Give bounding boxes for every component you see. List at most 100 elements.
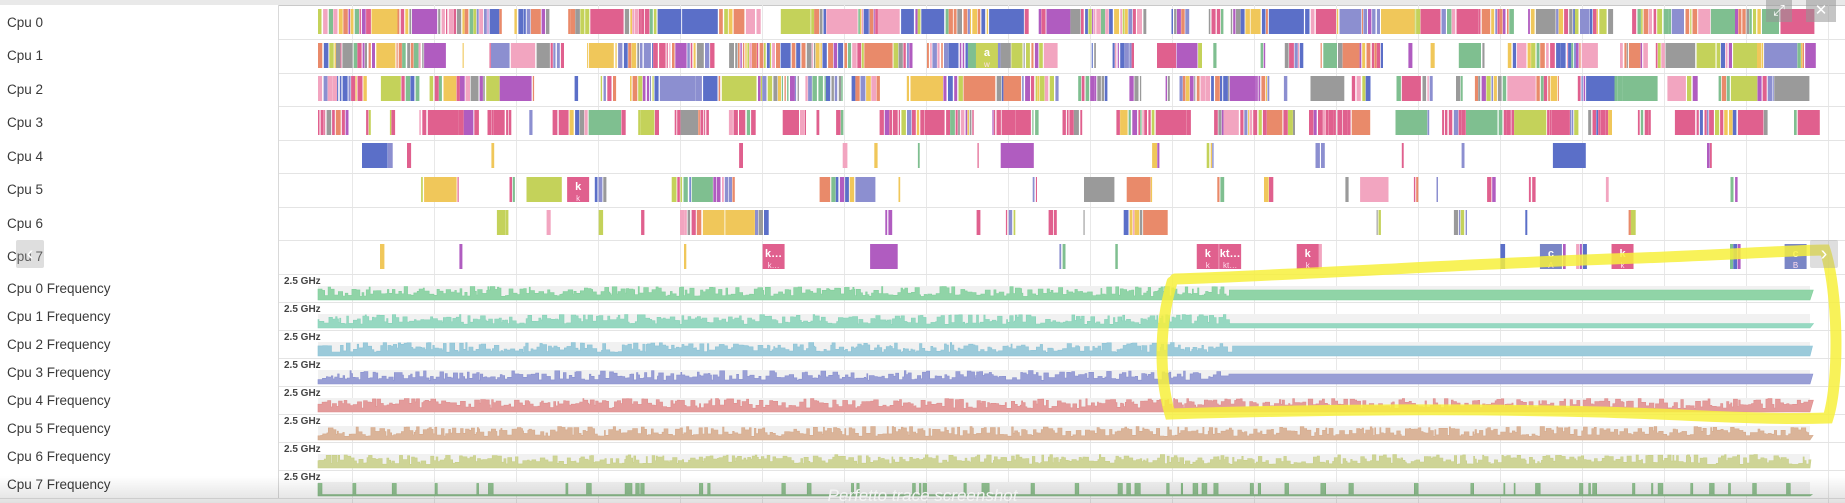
cpu-slice	[1069, 109, 1074, 135]
cpu-slice	[704, 109, 706, 135]
track-label[interactable]: Cpu 1 Frequency	[0, 302, 279, 330]
track-canvas[interactable]: 2.5 GHz	[280, 470, 1845, 498]
cpu-slice	[1120, 42, 1125, 68]
track-label[interactable]: Cpu 0	[0, 5, 279, 39]
cpu-slice	[851, 76, 856, 101]
freq-max-label: 2.5 GHz	[284, 304, 321, 315]
freq-track-7[interactable]: Cpu 7 Frequency 2.5 GHz	[0, 470, 1845, 499]
cpu-slice	[652, 76, 654, 101]
track-canvas[interactable]: 2.5 GHz	[280, 302, 1845, 330]
pan-left-button[interactable]: ‹	[16, 240, 44, 268]
cpu-slice	[764, 210, 769, 235]
track-canvas[interactable]: 2.5 GHz	[280, 414, 1845, 442]
cpu-slice	[1696, 42, 1716, 68]
track-label[interactable]: Cpu 6 Frequency	[0, 442, 279, 470]
freq-area[interactable]	[280, 470, 1845, 498]
cpu-slice	[1288, 109, 1293, 135]
track-label[interactable]: Cpu 1	[0, 38, 279, 73]
cpu-slice	[1310, 76, 1345, 101]
cpu-slices[interactable]	[280, 106, 1845, 140]
cpu-slice	[1342, 42, 1360, 68]
track-canvas[interactable]	[280, 106, 1845, 140]
cpu-slices[interactable]	[280, 206, 1845, 240]
track-canvas[interactable]: 2.5 GHz	[280, 274, 1845, 302]
track-canvas[interactable]	[280, 139, 1845, 173]
freq-track-2[interactable]: Cpu 2 Frequency 2.5 GHz	[0, 330, 1845, 359]
track-label[interactable]: Cpu 0 Frequency	[0, 274, 279, 302]
cpu-slice	[1120, 109, 1128, 135]
track-label[interactable]: Cpu 4	[0, 139, 279, 173]
track-label[interactable]: Cpu 3 Frequency	[0, 358, 279, 386]
cpu-track-2[interactable]: Cpu 2	[0, 72, 1845, 107]
cpu-slice	[1628, 42, 1641, 68]
cpu-track-0[interactable]: Cpu 0	[0, 5, 1845, 40]
cpu-slices[interactable]	[280, 72, 1845, 106]
cpu-slices[interactable]	[280, 139, 1845, 173]
cpu-slice	[1258, 109, 1262, 135]
cpu-slice	[401, 76, 405, 101]
track-label[interactable]: Cpu 2	[0, 72, 279, 106]
gridline	[1090, 0, 1091, 503]
cpu-track-6[interactable]: Cpu 6	[0, 206, 1845, 241]
freq-track-3[interactable]: Cpu 3 Frequency 2.5 GHz	[0, 358, 1845, 387]
cpu-slice	[649, 9, 653, 34]
freq-track-6[interactable]: Cpu 6 Frequency 2.5 GHz	[0, 442, 1845, 471]
cpu-slice	[323, 42, 329, 68]
freq-area[interactable]	[280, 442, 1845, 470]
cpu-slice	[758, 76, 761, 101]
expand-icon[interactable]: ⤢	[1766, 0, 1792, 22]
pan-right-button[interactable]: ›	[1810, 240, 1838, 268]
track-canvas[interactable]	[280, 5, 1845, 39]
track-label[interactable]: Cpu 4 Frequency	[0, 386, 279, 414]
freq-area[interactable]	[280, 330, 1845, 358]
cpu-track-3[interactable]: Cpu 3	[0, 105, 1845, 141]
freq-track-0[interactable]: Cpu 0 Frequency 2.5 GHz	[0, 274, 1845, 303]
freq-area[interactable]	[280, 302, 1845, 330]
track-canvas[interactable]: 2.5 GHz	[280, 330, 1845, 358]
cpu-slice	[705, 42, 710, 68]
cpu-track-4[interactable]: Cpu 4	[0, 139, 1845, 174]
cpu-slices[interactable]: kk	[280, 173, 1845, 207]
track-canvas[interactable]	[280, 206, 1845, 240]
cpu-slice	[342, 76, 348, 101]
track-canvas[interactable]: 2.5 GHz	[280, 442, 1845, 470]
track-canvas[interactable]	[280, 72, 1845, 106]
cpu-slice	[1138, 109, 1140, 135]
cpu-slices[interactable]	[280, 5, 1845, 39]
track-canvas[interactable]: 2.5 GHz	[280, 358, 1845, 386]
cpu-slice	[1062, 243, 1066, 269]
track-label[interactable]: Cpu 2 Frequency	[0, 330, 279, 358]
freq-area[interactable]	[280, 274, 1845, 302]
freq-track-1[interactable]: Cpu 1 Frequency 2.5 GHz	[0, 302, 1845, 331]
freq-track-5[interactable]: Cpu 5 Frequency 2.5 GHz	[0, 414, 1845, 443]
cpu-slices[interactable]: aw	[280, 39, 1845, 73]
cpu-slice	[1451, 9, 1456, 34]
track-label[interactable]: Cpu 5	[0, 172, 279, 207]
freq-area[interactable]	[280, 358, 1845, 386]
track-label[interactable]: Cpu 6	[0, 206, 279, 240]
cpu-slice	[888, 210, 893, 235]
freq-max-label: 2.5 GHz	[284, 332, 321, 343]
freq-series	[317, 454, 1812, 469]
track-label[interactable]: Cpu 7	[0, 239, 279, 274]
cpu-slice	[1502, 76, 1507, 101]
track-label[interactable]: Cpu 3	[0, 105, 279, 140]
close-icon[interactable]: ✕	[1806, 0, 1836, 22]
freq-area[interactable]	[280, 414, 1845, 442]
cpu-slice	[1266, 9, 1268, 34]
track-canvas[interactable]: 2.5 GHz	[280, 386, 1845, 414]
track-label[interactable]: Cpu 7 Frequency	[0, 470, 279, 498]
freq-area[interactable]	[280, 386, 1845, 414]
track-label[interactable]: Cpu 5 Frequency	[0, 414, 279, 442]
cpu-slice	[1215, 76, 1220, 101]
freq-track-4[interactable]: Cpu 4 Frequency 2.5 GHz	[0, 386, 1845, 415]
cpu-slice	[1001, 76, 1004, 101]
gridline	[762, 0, 763, 503]
